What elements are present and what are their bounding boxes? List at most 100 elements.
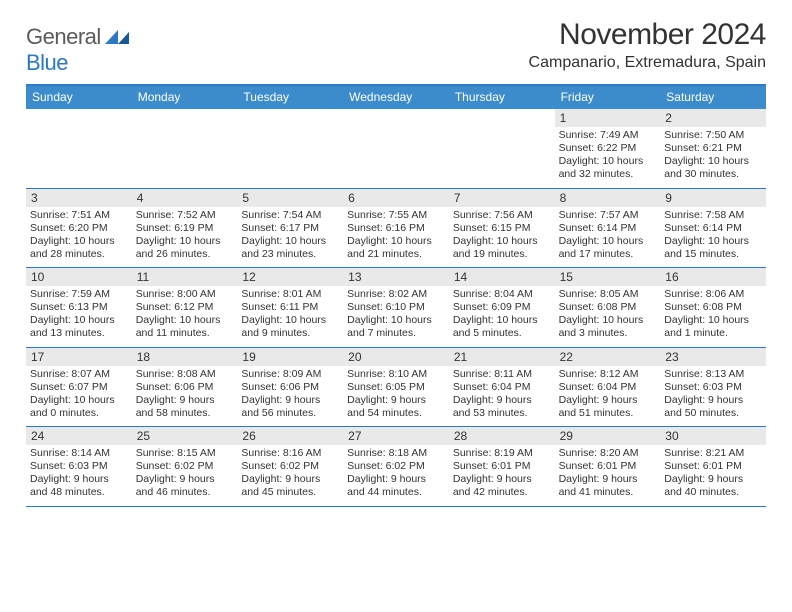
- day-number: 8: [555, 189, 661, 207]
- dow-sunday: Sunday: [26, 86, 132, 109]
- dow-tuesday: Tuesday: [237, 86, 343, 109]
- day-cell: [132, 109, 238, 188]
- day-cell: 15Sunrise: 8:05 AMSunset: 6:08 PMDayligh…: [555, 268, 661, 347]
- logo-text-b: Blue: [26, 50, 68, 75]
- sunrise-text: Sunrise: 7:51 AM: [30, 209, 128, 222]
- day-cell: 3Sunrise: 7:51 AMSunset: 6:20 PMDaylight…: [26, 189, 132, 268]
- sunrise-text: Sunrise: 7:50 AM: [664, 129, 762, 142]
- day-cell: 17Sunrise: 8:07 AMSunset: 6:07 PMDayligh…: [26, 348, 132, 427]
- sunrise-text: Sunrise: 7:52 AM: [136, 209, 234, 222]
- sunrise-text: Sunrise: 8:05 AM: [559, 288, 657, 301]
- daylight-text: Daylight: 10 hours and 30 minutes.: [664, 155, 762, 181]
- title-block: November 2024 Campanario, Extremadura, S…: [529, 18, 766, 72]
- calendar: Sunday Monday Tuesday Wednesday Thursday…: [26, 84, 766, 507]
- daylight-text: Daylight: 9 hours and 40 minutes.: [664, 473, 762, 499]
- day-number: 10: [26, 268, 132, 286]
- sunset-text: Sunset: 6:03 PM: [30, 460, 128, 473]
- day-number: 9: [660, 189, 766, 207]
- day-cell: 23Sunrise: 8:13 AMSunset: 6:03 PMDayligh…: [660, 348, 766, 427]
- day-cell: 24Sunrise: 8:14 AMSunset: 6:03 PMDayligh…: [26, 427, 132, 506]
- day-number: 5: [237, 189, 343, 207]
- day-cell: 9Sunrise: 7:58 AMSunset: 6:14 PMDaylight…: [660, 189, 766, 268]
- day-cell: 1Sunrise: 7:49 AMSunset: 6:22 PMDaylight…: [555, 109, 661, 188]
- day-cell: 2Sunrise: 7:50 AMSunset: 6:21 PMDaylight…: [660, 109, 766, 188]
- daylight-text: Daylight: 10 hours and 26 minutes.: [136, 235, 234, 261]
- sunrise-text: Sunrise: 8:18 AM: [347, 447, 445, 460]
- day-cell: 8Sunrise: 7:57 AMSunset: 6:14 PMDaylight…: [555, 189, 661, 268]
- day-cell: 21 Sunrise: 8:11 AMSunset: 6:04 PMDayligh…: [449, 348, 555, 427]
- sunrise-text: Sunrise: 8:00 AM: [136, 288, 234, 301]
- dow-wednesday: Wednesday: [343, 86, 449, 109]
- day-cell: 20Sunrise: 8:10 AMSunset: 6:05 PMDayligh…: [343, 348, 449, 427]
- day-number: 29: [555, 427, 661, 445]
- sunset-text: Sunset: 6:01 PM: [559, 460, 657, 473]
- day-cell: [237, 109, 343, 188]
- sunrise-text: Sunrise: 7:49 AM: [559, 129, 657, 142]
- sunset-text: Sunset: 6:06 PM: [136, 381, 234, 394]
- day-cell: 22Sunrise: 8:12 AMSunset: 6:04 PMDayligh…: [555, 348, 661, 427]
- day-number: 20: [343, 348, 449, 366]
- daylight-text: Daylight: 10 hours and 11 minutes.: [136, 314, 234, 340]
- sunset-text: Sunset: 6:02 PM: [136, 460, 234, 473]
- day-number: 28: [449, 427, 555, 445]
- sunset-text: Sunset: 6:05 PM: [347, 381, 445, 394]
- day-number: 4: [132, 189, 238, 207]
- header: GeneralBlue November 2024 Campanario, Ex…: [26, 18, 766, 76]
- daylight-text: Daylight: 9 hours and 54 minutes.: [347, 394, 445, 420]
- day-number: 21: [449, 348, 555, 366]
- day-cell: 11 Sunrise: 8:00 AMSunset: 6:12 PMDayligh…: [132, 268, 238, 347]
- day-cell: 27Sunrise: 8:18 AMSunset: 6:02 PMDayligh…: [343, 427, 449, 506]
- week-row: 24Sunrise: 8:14 AMSunset: 6:03 PMDayligh…: [26, 427, 766, 507]
- sunset-text: Sunset: 6:09 PM: [453, 301, 551, 314]
- day-cell: [26, 109, 132, 188]
- day-cell: 6Sunrise: 7:55 AMSunset: 6:16 PMDaylight…: [343, 189, 449, 268]
- sunset-text: Sunset: 6:10 PM: [347, 301, 445, 314]
- day-cell: 7Sunrise: 7:56 AMSunset: 6:15 PMDaylight…: [449, 189, 555, 268]
- sunset-text: Sunset: 6:04 PM: [453, 381, 551, 394]
- daylight-text: Daylight: 10 hours and 0 minutes.: [30, 394, 128, 420]
- day-number: 17: [26, 348, 132, 366]
- daylight-text: Daylight: 10 hours and 17 minutes.: [559, 235, 657, 261]
- day-number: 16: [660, 268, 766, 286]
- day-number: 12: [237, 268, 343, 286]
- calendar-page: GeneralBlue November 2024 Campanario, Ex…: [0, 0, 792, 507]
- sunset-text: Sunset: 6:14 PM: [559, 222, 657, 235]
- daylight-text: Daylight: 10 hours and 15 minutes.: [664, 235, 762, 261]
- sunset-text: Sunset: 6:11 PM: [241, 301, 339, 314]
- day-number: 11: [132, 268, 238, 286]
- daylight-text: Daylight: 10 hours and 19 minutes.: [453, 235, 551, 261]
- day-cell: 10Sunrise: 7:59 AMSunset: 6:13 PMDayligh…: [26, 268, 132, 347]
- day-number: 1: [555, 109, 661, 127]
- day-cell: 28Sunrise: 8:19 AMSunset: 6:01 PMDayligh…: [449, 427, 555, 506]
- sunrise-text: Sunrise: 8:14 AM: [30, 447, 128, 460]
- sunset-text: Sunset: 6:15 PM: [453, 222, 551, 235]
- day-number: 22: [555, 348, 661, 366]
- dow-friday: Friday: [555, 86, 661, 109]
- sunset-text: Sunset: 6:19 PM: [136, 222, 234, 235]
- sunset-text: Sunset: 6:07 PM: [30, 381, 128, 394]
- day-number: 27: [343, 427, 449, 445]
- sunset-text: Sunset: 6:16 PM: [347, 222, 445, 235]
- sunrise-text: Sunrise: 8:06 AM: [664, 288, 762, 301]
- sunrise-text: Sunrise: 8:01 AM: [241, 288, 339, 301]
- day-cell: 4 Sunrise: 7:52 AMSunset: 6:19 PMDaylight…: [132, 189, 238, 268]
- dow-thursday: Thursday: [449, 86, 555, 109]
- day-cell: 14Sunrise: 8:04 AMSunset: 6:09 PMDayligh…: [449, 268, 555, 347]
- day-number: 3: [26, 189, 132, 207]
- daylight-text: Daylight: 10 hours and 3 minutes.: [559, 314, 657, 340]
- sunrise-text: Sunrise: 8:11 AM: [453, 368, 551, 381]
- sunrise-text: Sunrise: 7:59 AM: [30, 288, 128, 301]
- sunset-text: Sunset: 6:20 PM: [30, 222, 128, 235]
- daylight-text: Daylight: 9 hours and 53 minutes.: [453, 394, 551, 420]
- daylight-text: Daylight: 10 hours and 7 minutes.: [347, 314, 445, 340]
- daylight-text: Daylight: 9 hours and 42 minutes.: [453, 473, 551, 499]
- sunset-text: Sunset: 6:12 PM: [136, 301, 234, 314]
- day-cell: 18Sunrise: 8:08 AMSunset: 6:06 PMDayligh…: [132, 348, 238, 427]
- sunset-text: Sunset: 6:03 PM: [664, 381, 762, 394]
- daylight-text: Daylight: 9 hours and 46 minutes.: [136, 473, 234, 499]
- day-number: 30: [660, 427, 766, 445]
- day-cell: 30Sunrise: 8:21 AMSunset: 6:01 PMDayligh…: [660, 427, 766, 506]
- day-cell: 12Sunrise: 8:01 AMSunset: 6:11 PMDayligh…: [237, 268, 343, 347]
- dow-monday: Monday: [132, 86, 238, 109]
- sunset-text: Sunset: 6:02 PM: [347, 460, 445, 473]
